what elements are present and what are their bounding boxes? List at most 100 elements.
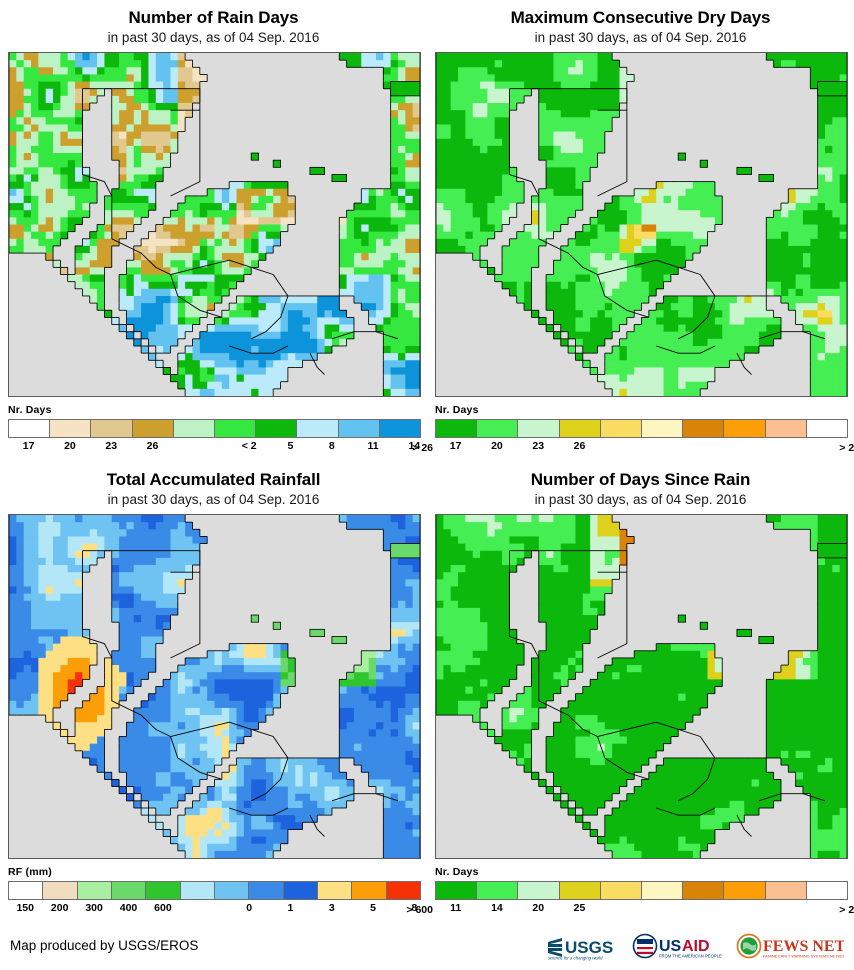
legend-swatch-11 bbox=[386, 882, 420, 899]
legend-tick-2: 8 bbox=[328, 440, 335, 452]
legend-title-rainfall: RF (mm) bbox=[8, 866, 52, 878]
legend-tick-2: 3 bbox=[328, 902, 335, 914]
legend-swatch-0 bbox=[9, 420, 51, 437]
legend-tick-pad bbox=[600, 902, 641, 914]
legend-swatch-8 bbox=[338, 420, 380, 437]
legend-swatch-1 bbox=[477, 882, 519, 899]
legend-tick-4: 8 bbox=[411, 902, 418, 914]
fews-net-logo: FEWS NET FAMINE EARLY WARNING SYSTEMS NE… bbox=[736, 932, 844, 962]
legend-swatch-8 bbox=[765, 882, 807, 899]
legend-tick-4: 14 bbox=[408, 440, 421, 452]
legend-swatch-9 bbox=[806, 420, 848, 437]
legend-rainfall: RF (mm) < 110255075100150200300400600 > … bbox=[8, 866, 433, 916]
map-raster-rainfall bbox=[9, 515, 420, 858]
legend-title-days-since-rain: Nr. Days bbox=[435, 866, 479, 878]
map-raster-dry-days bbox=[436, 53, 847, 396]
legend-swatch-6 bbox=[214, 882, 250, 899]
legend-tick-8: 26 bbox=[146, 440, 159, 452]
usgs-logo: USGS science for a changing world bbox=[546, 932, 624, 962]
legend-swatch-1 bbox=[477, 420, 519, 437]
legend-tick-10: 600 bbox=[154, 902, 172, 914]
legend-swatch-9 bbox=[379, 420, 421, 437]
panel-days-since-rain: Number of Days Since Rain in past 30 day… bbox=[246, 462, 854, 916]
footer: Map produced by USGS/EROS USGS science f… bbox=[0, 926, 854, 970]
legend-swatch-7 bbox=[249, 882, 284, 899]
legend-days-since-rain: Nr. Days 0 1 3 5 8 11 14 20 25 > 25 bbox=[246, 866, 854, 916]
legend-swatch-9 bbox=[317, 882, 353, 899]
legend-tick-5: 11 bbox=[450, 902, 462, 914]
map-raster-days-since-rain bbox=[436, 515, 847, 858]
producer-note: Map produced by USGS/EROS bbox=[10, 938, 199, 953]
legend-swatch-4 bbox=[600, 882, 643, 899]
legend-swatch-3 bbox=[559, 882, 601, 899]
panel-rain-days: Number of Rain Days in past 30 days, as … bbox=[0, 0, 433, 454]
legend-tick-7: 23 bbox=[532, 440, 545, 452]
legend-swatch-2 bbox=[77, 882, 112, 899]
legend-title-dry-days: Nr. Days bbox=[435, 404, 479, 416]
legend-last-tick-dry-days: > 26 bbox=[839, 442, 854, 454]
legend-last-tick-rain-days: > 26 bbox=[412, 442, 433, 454]
subtitle-days-since-rain: in past 30 days, as of 04 Sep. 2016 bbox=[534, 492, 747, 508]
legend-swatch-8 bbox=[283, 882, 318, 899]
legend-tick-1: 1 bbox=[287, 902, 294, 914]
legend-tick-4: 14 bbox=[0, 440, 8, 452]
panel-total-accumulated-rainfall: Total Accumulated Rainfall in past 30 da… bbox=[0, 462, 433, 916]
legend-swatches-days-since-rain bbox=[435, 881, 848, 900]
legend-tick-pad bbox=[600, 440, 641, 452]
legend-swatch-3 bbox=[559, 420, 601, 437]
legend-tick-5: 100 bbox=[0, 902, 8, 914]
panel-max-consecutive-dry-days: Maximum Consecutive Dry Days in past 30 … bbox=[242, 0, 854, 454]
legend-tick-6: 20 bbox=[491, 440, 503, 452]
legend-tick-0: < 2 bbox=[241, 440, 257, 452]
legend-swatches-rainfall bbox=[8, 881, 421, 900]
page-title-rain-days: Number of Rain Days bbox=[128, 8, 299, 27]
legend-ticks-days-since-rain: 0 1 3 5 8 11 14 20 25 bbox=[246, 902, 848, 914]
legend-swatch-3 bbox=[111, 882, 147, 899]
legend-swatch-7 bbox=[724, 882, 766, 899]
legend-swatch-7 bbox=[297, 420, 339, 437]
legend-swatch-5 bbox=[642, 420, 684, 437]
page-title-dry-days: Maximum Consecutive Dry Days bbox=[510, 8, 771, 27]
legend-tick-6: 150 bbox=[16, 902, 34, 914]
legend-tick-7: 20 bbox=[532, 902, 545, 914]
legend-swatch-7 bbox=[724, 420, 766, 437]
legend-ticks-rain-days: < 2 5 8 11 14 17 20 23 26 bbox=[8, 440, 421, 452]
map-days-since-rain bbox=[435, 514, 848, 859]
legend-tick-3: 11 bbox=[367, 440, 379, 452]
legend-swatch-6 bbox=[256, 420, 298, 437]
legend-tick-pad bbox=[173, 440, 214, 452]
legend-tick-pad bbox=[180, 902, 214, 914]
legend-last-tick-days-since-rain: > 25 bbox=[839, 904, 854, 916]
legend-tick-3: 5 bbox=[370, 902, 376, 914]
map-dry-days bbox=[435, 52, 848, 397]
legend-tick-8: 26 bbox=[573, 440, 586, 452]
legend-swatch-5 bbox=[180, 882, 215, 899]
logo-bar: USGS science for a changing world US AID… bbox=[546, 932, 844, 962]
legend-swatch-4 bbox=[173, 420, 216, 437]
legend-tick-7: 200 bbox=[50, 902, 69, 914]
legend-tick-8: 25 bbox=[573, 902, 586, 914]
legend-swatch-0 bbox=[9, 882, 44, 899]
legend-tick-6: 20 bbox=[64, 440, 76, 452]
legend-swatch-1 bbox=[43, 882, 78, 899]
subtitle-rainfall: in past 30 days, as of 04 Sep. 2016 bbox=[107, 492, 320, 508]
legend-swatch-4 bbox=[146, 882, 181, 899]
legend-swatch-2 bbox=[91, 420, 133, 437]
map-rainfall bbox=[8, 514, 421, 859]
legend-tick-5: 17 bbox=[22, 440, 35, 452]
legend-ticks-rainfall: < 110255075100150200300400600 bbox=[8, 902, 421, 914]
legend-swatch-0 bbox=[436, 882, 478, 899]
page-title-rainfall: Total Accumulated Rainfall bbox=[106, 470, 321, 489]
legend-ticks-dry-days: < 2 5 8 11 14 17 20 23 26 bbox=[242, 440, 848, 452]
legend-swatches-dry-days bbox=[435, 419, 848, 438]
legend-swatch-2 bbox=[518, 420, 560, 437]
legend-swatch-4 bbox=[600, 420, 643, 437]
legend-swatch-0 bbox=[436, 420, 478, 437]
legend-tick-5: 17 bbox=[449, 440, 462, 452]
legend-swatch-3 bbox=[132, 420, 174, 437]
legend-tick-1: 5 bbox=[287, 440, 294, 452]
map-raster-rain-days bbox=[9, 53, 420, 396]
legend-swatch-2 bbox=[518, 882, 560, 899]
subtitle-rain-days: in past 30 days, as of 04 Sep. 2016 bbox=[107, 30, 320, 46]
legend-swatches-rain-days bbox=[8, 419, 421, 438]
